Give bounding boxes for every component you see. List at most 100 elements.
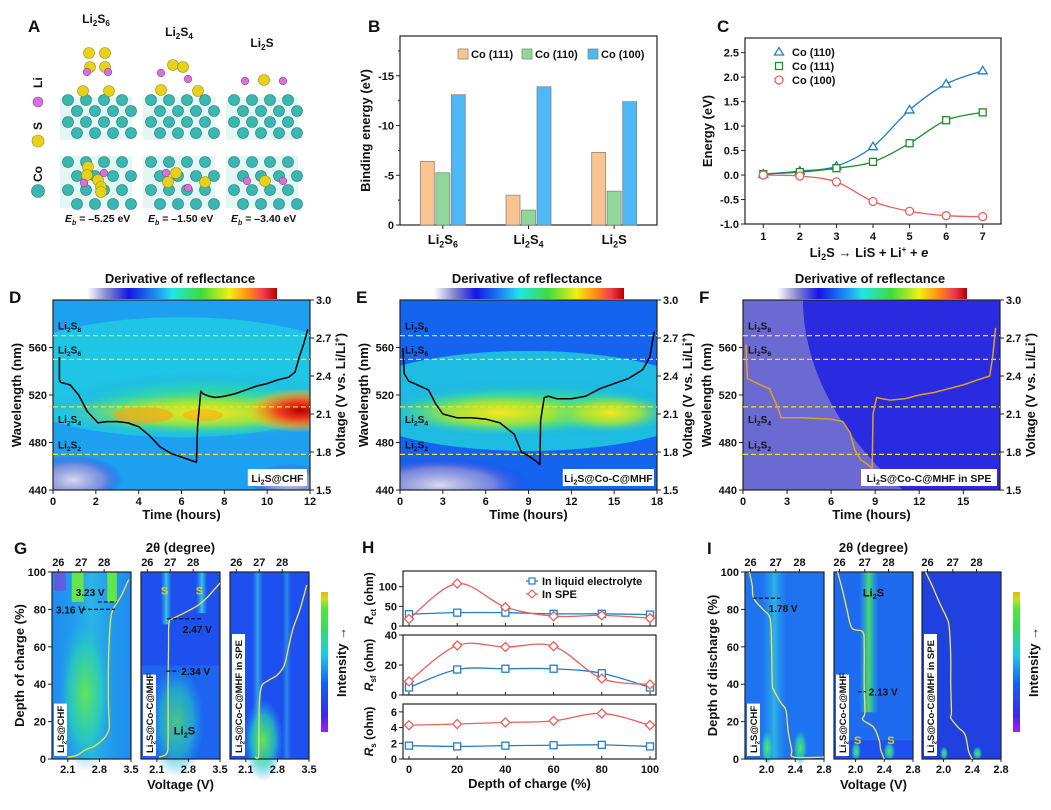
sample-label-box (247, 469, 307, 486)
subplot-s: 0 2 4 6 Rs (ohm) (362, 703, 657, 766)
x-axis-label: Time (hours) (489, 507, 568, 522)
li-atom (278, 176, 288, 186)
s-peak-band (107, 572, 117, 602)
co-atom (98, 156, 110, 168)
colorbar-label: Intensity → (334, 627, 349, 697)
data-point-square (404, 741, 414, 750)
x-tick-label: 40 (499, 764, 511, 776)
co-atom (80, 116, 92, 128)
y-tick-label: -5 (384, 170, 394, 182)
data-point-circle (795, 171, 805, 181)
x-tick-label: 6 (483, 496, 489, 508)
voltage-annotation: 2.13 V (869, 688, 898, 699)
species-label-Li2S4: Li2S4 (748, 415, 771, 428)
y2-tick-label: 2.4 (316, 371, 332, 383)
species-label-Li2S6: Li2S6 (748, 345, 771, 358)
co-atom (237, 127, 249, 139)
x-tick-label: 12 (565, 496, 577, 508)
yellow-region (400, 390, 610, 435)
plot-frame (833, 571, 914, 760)
s-atom (199, 176, 211, 188)
y-tick-label: 6 (391, 707, 397, 719)
colorbar-label: Intensity → (1026, 627, 1041, 697)
co-atom (145, 184, 157, 196)
phase-label-S: S (161, 585, 168, 597)
co-atom (71, 198, 83, 210)
colorbar-title: Derivative of reflectance (452, 271, 602, 286)
y2-tick-label: 2.4 (1006, 371, 1022, 383)
data-point-square (645, 742, 655, 751)
co-atom (172, 127, 184, 139)
y-tick-label: 560 (29, 343, 47, 355)
data-point-circle (978, 212, 988, 222)
s-atom (77, 85, 89, 97)
panel-b-bar-chart: B 0 -5 -10 -15 Binding energy (eV) Li2S6 Li2S4… (358, 17, 658, 249)
x-axis-label: Depth of charge (%) (468, 776, 591, 791)
legend-swatch (457, 48, 469, 60)
formula-Li2S6: Li2S6 (82, 12, 110, 28)
x-tick-label: 0 (740, 496, 746, 508)
co-atom (154, 105, 166, 117)
species-label-Li2S2: Li2S2 (58, 440, 81, 453)
data-point-square (905, 139, 914, 148)
subplot-sf: 0 20 40 Rsf (ohm) (362, 630, 657, 702)
voltage-annotation: 3.23 V (76, 588, 105, 599)
y-tick-label: 520 (719, 390, 737, 402)
voltage-annotation: 1.78 V (769, 604, 798, 615)
panel-d-heatmap: D Derivative of reflectance Li2S8 Li2S6 Li2S… (9, 271, 348, 522)
x-tick-label: 2.8 (905, 764, 920, 776)
y-tick-label: 80 (727, 604, 739, 616)
plot-frame (402, 634, 657, 696)
voltage-curve (836, 571, 885, 760)
y-tick-label: 80 (34, 604, 46, 616)
x-tick-label: 6 (178, 496, 184, 508)
x-tick-label: 3.5 (212, 764, 227, 776)
top-tick-label: 26 (833, 557, 845, 569)
x-tick-label: 6 (943, 231, 949, 243)
co-atom (255, 105, 267, 117)
co-slab-side (143, 94, 220, 140)
bar-co110-Li2S4 (521, 209, 536, 226)
legend-swatch (587, 48, 599, 60)
colorbar-title: Derivative of reflectance (105, 271, 255, 286)
data-point-square (501, 741, 510, 750)
s-atom (167, 59, 179, 71)
y-axis-label: Rct (ohm) (362, 572, 378, 624)
data-point-diamond (644, 612, 656, 624)
co-atom (107, 105, 119, 117)
y-tick-label: 0 (391, 754, 397, 766)
data-point-square (549, 664, 558, 673)
data-point-diamond (596, 708, 608, 719)
pale-region (400, 457, 530, 490)
s-peak-band (196, 572, 208, 614)
subpanel-3: Li2S@Co-C@MHF in SPE 2.0 2.4 2.8 26 27 28 (921, 557, 1009, 776)
phase-label-S: S (196, 585, 203, 597)
peak-band (282, 572, 292, 759)
data-point-diamond (596, 673, 608, 684)
co-atom (116, 184, 128, 196)
panel-label-f: F (699, 288, 709, 307)
y-tick-label: 0 (388, 220, 394, 232)
hot-region (245, 388, 310, 433)
x-tick-label: 2.0 (848, 764, 863, 776)
co-atom (107, 198, 119, 210)
plot-frame (402, 703, 657, 760)
co-atom (237, 198, 249, 210)
co-atom-icon (31, 184, 45, 198)
y-tick-label: 0 (40, 754, 46, 766)
panel-f-heatmap: F Derivative of reflectance Li2S8 Li2S6 Li2S… (699, 271, 1038, 522)
co-atom (154, 127, 166, 139)
y-tick-label: 20 (727, 717, 739, 729)
voltage-curve (158, 582, 221, 758)
y2-tick-label: 1.8 (1006, 447, 1021, 459)
formula-Li2S: Li2S (250, 36, 273, 52)
s-atom (258, 74, 270, 86)
voltage-curve (58, 328, 309, 463)
co-atom (190, 198, 202, 210)
legend-label: Co (100) (601, 49, 645, 61)
orange-spot (182, 409, 223, 422)
y2-tick-label: 1.8 (316, 447, 331, 459)
species-label-Li2S8: Li2S8 (748, 322, 771, 335)
species-label-Li2S6: Li2S6 (405, 345, 428, 358)
